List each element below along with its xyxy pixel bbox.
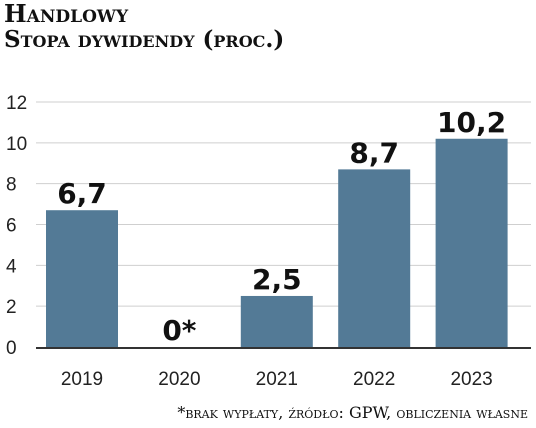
bar-2019 bbox=[46, 210, 118, 347]
value-label-2020: 0* bbox=[162, 314, 196, 347]
y-tick-label-4: 4 bbox=[6, 256, 17, 277]
y-tick-label-8: 8 bbox=[6, 175, 17, 196]
value-label-2021: 2,5 bbox=[252, 263, 302, 296]
source-footnote: *brak wypłaty, źródło: GPW, obliczenia w… bbox=[177, 403, 528, 422]
x-tick-label-2022: 2022 bbox=[353, 369, 395, 390]
value-label-2022: 8,7 bbox=[349, 136, 399, 169]
value-label-2023: 10,2 bbox=[437, 106, 506, 139]
y-tick-label-10: 10 bbox=[6, 134, 27, 155]
y-tick-label-2: 2 bbox=[6, 297, 17, 318]
x-tick-label-2019: 2019 bbox=[61, 369, 103, 390]
y-tick-label-0: 0 bbox=[6, 338, 17, 359]
x-axis-tick-labels: 2019 2020 2021 2022 2023 bbox=[61, 369, 493, 390]
chart-subtitle: Stopa dywidendy (proc.) bbox=[4, 26, 285, 53]
x-tick-label-2021: 2021 bbox=[256, 369, 298, 390]
chart-title: Handlowy bbox=[4, 0, 129, 28]
x-tick-label-2020: 2020 bbox=[158, 369, 200, 390]
value-labels: 6,7 0* 2,5 8,7 10,2 bbox=[57, 106, 506, 347]
bar-2022 bbox=[338, 169, 411, 347]
y-tick-label-12: 12 bbox=[6, 93, 27, 114]
y-tick-label-6: 6 bbox=[6, 216, 17, 237]
y-axis-tick-labels: 0 2 4 6 8 10 12 bbox=[6, 93, 27, 359]
value-label-2019: 6,7 bbox=[57, 177, 107, 210]
bar-2021 bbox=[240, 295, 313, 347]
bar-2023 bbox=[435, 138, 508, 347]
x-tick-label-2023: 2023 bbox=[450, 369, 492, 390]
bars bbox=[46, 138, 508, 347]
